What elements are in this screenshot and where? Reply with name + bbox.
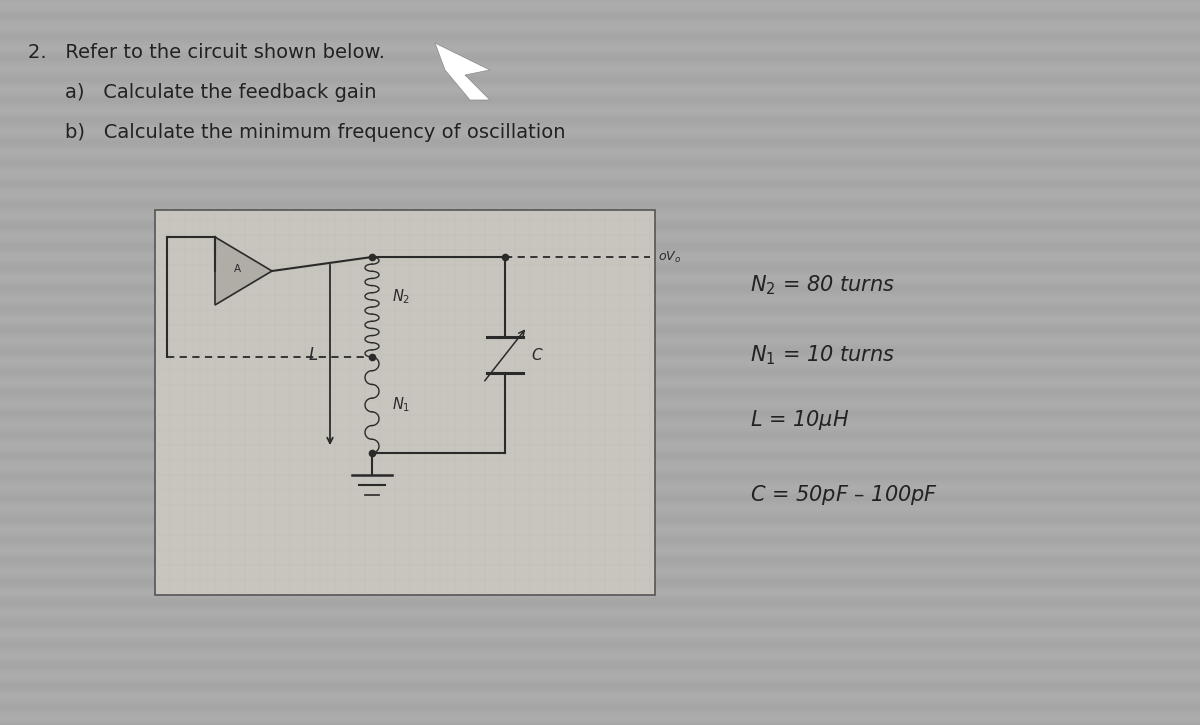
Text: $N_2$ = 80 turns: $N_2$ = 80 turns bbox=[750, 273, 895, 297]
Text: $N_1$: $N_1$ bbox=[392, 396, 410, 415]
Text: $N_2$: $N_2$ bbox=[392, 288, 410, 307]
Text: a)   Calculate the feedback gain: a) Calculate the feedback gain bbox=[65, 83, 377, 102]
Text: $L$ = 10μH: $L$ = 10μH bbox=[750, 408, 850, 432]
Text: A: A bbox=[234, 264, 240, 274]
Polygon shape bbox=[215, 237, 272, 305]
Polygon shape bbox=[434, 43, 490, 100]
Text: $oV_o$: $oV_o$ bbox=[658, 249, 682, 265]
Bar bbox=[155, 210, 655, 595]
Text: $C$ = 50pF – 100pF: $C$ = 50pF – 100pF bbox=[750, 483, 938, 507]
Text: C: C bbox=[530, 347, 541, 362]
Text: $N_1$ = 10 turns: $N_1$ = 10 turns bbox=[750, 343, 895, 367]
Text: L: L bbox=[308, 346, 318, 364]
Text: b)   Calculate the minimum frequency of oscillation: b) Calculate the minimum frequency of os… bbox=[65, 123, 565, 142]
Text: 2.   Refer to the circuit shown below.: 2. Refer to the circuit shown below. bbox=[28, 43, 385, 62]
